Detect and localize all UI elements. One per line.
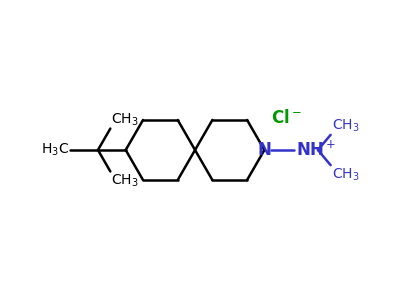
- Text: CH$_3$: CH$_3$: [332, 117, 359, 134]
- Text: H$_3$C: H$_3$C: [41, 142, 69, 158]
- Text: NH$^+$: NH$^+$: [296, 140, 336, 160]
- Text: CH$_3$: CH$_3$: [111, 172, 139, 189]
- Text: CH$_3$: CH$_3$: [332, 166, 359, 183]
- Text: Cl$^-$: Cl$^-$: [271, 109, 302, 127]
- Text: CH$_3$: CH$_3$: [111, 111, 139, 128]
- Text: N: N: [258, 141, 271, 159]
